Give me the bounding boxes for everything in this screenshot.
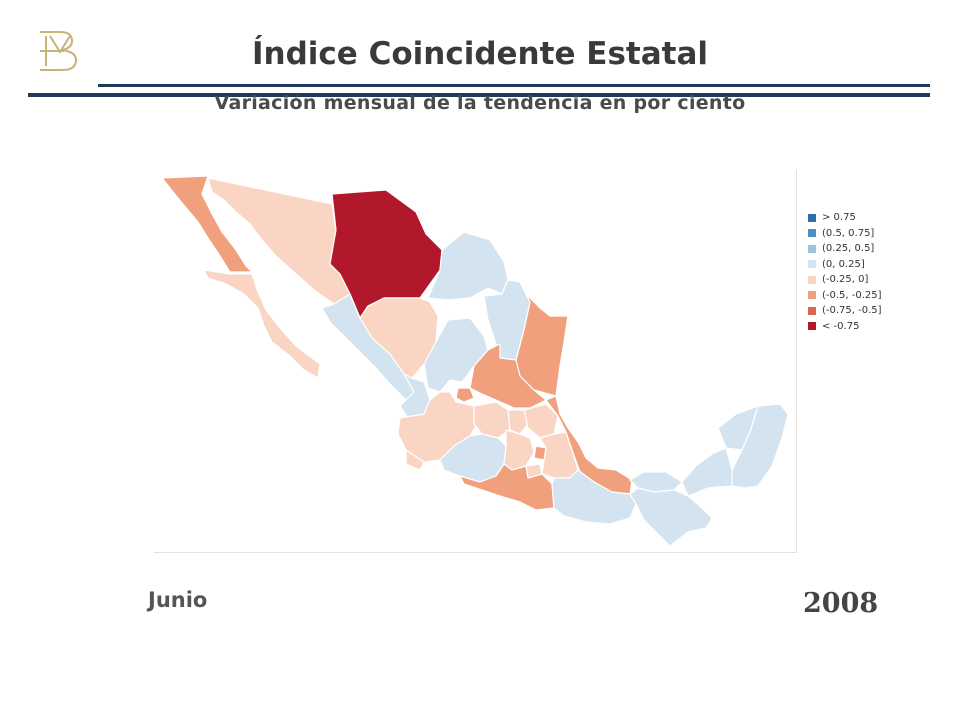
legend-item: > 0.75	[808, 210, 882, 226]
header-rule-thick	[28, 93, 930, 97]
map-panel	[154, 170, 797, 553]
state-campeche	[681, 447, 733, 497]
state-coahuila	[427, 231, 509, 301]
legend-item: (-0.5, -0.25]	[808, 288, 882, 304]
month-label: Junio	[148, 588, 208, 612]
legend-item: (0, 0.25]	[808, 257, 882, 273]
legend-label: > 0.75	[822, 212, 856, 224]
legend-item: (0.25, 0.5]	[808, 241, 882, 257]
map-legend: > 0.75 (0.5, 0.75] (0.25, 0.5] (0, 0.25]…	[808, 210, 882, 334]
legend-swatch	[808, 260, 816, 269]
state-baja-california-sur	[203, 269, 321, 379]
state-colima	[405, 449, 425, 471]
header-rule-thin	[98, 84, 930, 87]
legend-label: (0.5, 0.75]	[822, 227, 875, 239]
legend-label: (0, 0.25]	[822, 258, 865, 270]
legend-swatch	[808, 322, 816, 331]
legend-swatch	[808, 213, 816, 222]
state-quintana-roo	[731, 403, 789, 489]
page-subtitle: Variación mensual de la tendencia en por…	[214, 92, 746, 114]
state-guerrero	[459, 463, 555, 511]
legend-swatch	[808, 244, 816, 253]
state-chiapas	[629, 487, 713, 547]
state-baja-california	[161, 175, 253, 273]
legend-item: (-0.25, 0]	[808, 272, 882, 288]
legend-label: (-0.5, -0.25]	[822, 289, 882, 301]
legend-item: < -0.75	[808, 319, 882, 335]
legend-label: (-0.25, 0]	[822, 274, 869, 286]
year-label: 2008	[803, 588, 879, 619]
legend-swatch	[808, 306, 816, 315]
state-zacatecas	[423, 317, 489, 393]
legend-label: (-0.75, -0.5]	[822, 305, 882, 317]
legend-item: (-0.75, -0.5]	[808, 303, 882, 319]
state-san-luis-potosi	[469, 343, 547, 409]
mexico-choropleth-map	[161, 175, 789, 547]
legend-label: < -0.75	[822, 320, 860, 332]
state-estado-de-mexico	[503, 429, 535, 471]
banxico-logo	[40, 31, 78, 71]
legend-label: (0.25, 0.5]	[822, 243, 875, 255]
page-title: Índice Coincidente Estatal	[251, 36, 708, 72]
legend-item: (0.5, 0.75]	[808, 226, 882, 242]
legend-swatch	[808, 291, 816, 300]
legend-swatch	[808, 229, 816, 238]
state-guanajuato	[473, 401, 513, 439]
legend-swatch	[808, 275, 816, 284]
state-queretaro	[507, 409, 529, 435]
state-aguascalientes	[455, 387, 475, 403]
